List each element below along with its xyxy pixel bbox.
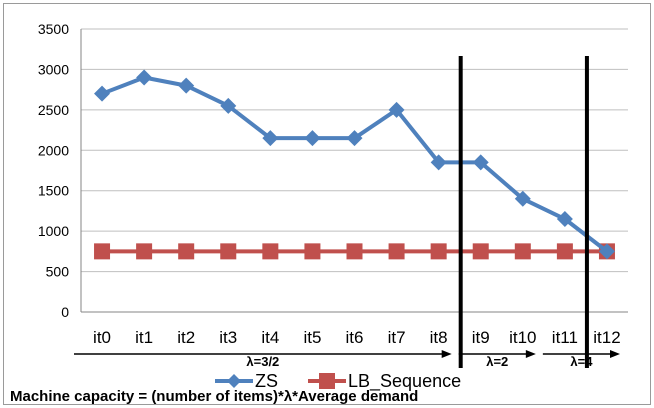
data-point-zs — [514, 190, 531, 207]
x-tick-label: it3 — [219, 328, 237, 347]
x-tick-label: it10 — [509, 328, 536, 347]
phase-label: λ=4 — [570, 354, 593, 369]
data-point-lb-sequence — [514, 243, 531, 260]
x-axis-tick-labels: it0 it1 it2 it3 it4 it5 it6 it7 it8 it9 it10 it11 it… — [93, 328, 621, 347]
chart-frame: 0 500 1000 1500 2000 2500 3000 3500 it0 it1 it2 it… — [3, 3, 651, 405]
y-tick-label: 500 — [46, 264, 70, 280]
y-tick-label: 1500 — [38, 183, 69, 199]
legend-marker-lb-sequence — [319, 373, 335, 389]
x-tick-label: it9 — [472, 328, 490, 347]
legend-label-lb-sequence: LB_Sequence — [348, 371, 461, 392]
data-point-zs — [388, 101, 405, 118]
series-group — [94, 69, 615, 260]
y-tick-label: 2000 — [38, 142, 69, 158]
y-tick-label: 3500 — [38, 21, 69, 37]
data-point-zs — [94, 85, 111, 102]
x-tick-label: it0 — [93, 328, 111, 347]
phase-arrow-head — [525, 350, 536, 358]
data-point-lb-sequence — [430, 243, 447, 260]
x-tick-label: it12 — [593, 328, 620, 347]
gridlines — [80, 28, 628, 313]
data-point-lb-sequence — [220, 243, 237, 260]
data-point-zs — [430, 154, 447, 171]
legend: ZS LB_Sequence — [215, 371, 461, 392]
data-point-lb-sequence — [178, 243, 195, 260]
data-point-zs — [346, 130, 363, 147]
y-tick-label: 0 — [61, 304, 69, 320]
x-tick-label: it7 — [388, 328, 406, 347]
data-point-zs — [556, 211, 573, 228]
data-point-lb-sequence — [94, 243, 111, 260]
legend-label-zs: ZS — [255, 371, 278, 391]
y-tick-label: 2500 — [38, 102, 69, 118]
chart-caption: Machine capacity = (number of items)*λ*A… — [10, 388, 419, 405]
phase-arrow-head — [441, 350, 452, 358]
x-tick-label: it4 — [261, 328, 279, 347]
data-point-lb-sequence — [304, 243, 321, 260]
x-tick-label: it11 — [552, 328, 578, 347]
data-point-zs — [262, 130, 279, 147]
phase-arrow-head — [610, 350, 620, 358]
phase-label: λ=2 — [486, 354, 508, 369]
x-tick-label: it8 — [430, 328, 448, 347]
phase-label: λ=3/2 — [246, 354, 279, 369]
x-tick-label: it1 — [135, 328, 153, 347]
x-tick-label: it6 — [346, 328, 364, 347]
data-point-lb-sequence — [136, 243, 153, 260]
x-tick-label: it2 — [177, 328, 195, 347]
y-tick-label: 3000 — [38, 61, 69, 77]
data-point-zs — [136, 69, 153, 86]
data-point-zs — [598, 243, 615, 260]
data-point-zs — [304, 130, 321, 147]
data-point-lb-sequence — [472, 243, 489, 260]
data-point-zs — [178, 77, 195, 94]
y-axis-tick-labels: 0 500 1000 1500 2000 2500 3000 3500 — [38, 21, 69, 320]
phase-boundaries — [458, 56, 589, 368]
legend-marker-zs — [227, 374, 241, 388]
data-point-zs — [472, 154, 489, 171]
data-point-lb-sequence — [262, 243, 279, 260]
data-point-lb-sequence — [556, 243, 573, 260]
series-line-zs — [101, 75, 609, 253]
phase-annotations: λ=3/2 λ=2 λ=4 — [74, 350, 620, 369]
data-point-lb-sequence — [346, 243, 363, 260]
x-tick-label: it5 — [303, 328, 321, 347]
data-point-lb-sequence — [388, 243, 405, 260]
data-point-zs — [220, 97, 237, 114]
y-tick-label: 1000 — [38, 223, 69, 239]
